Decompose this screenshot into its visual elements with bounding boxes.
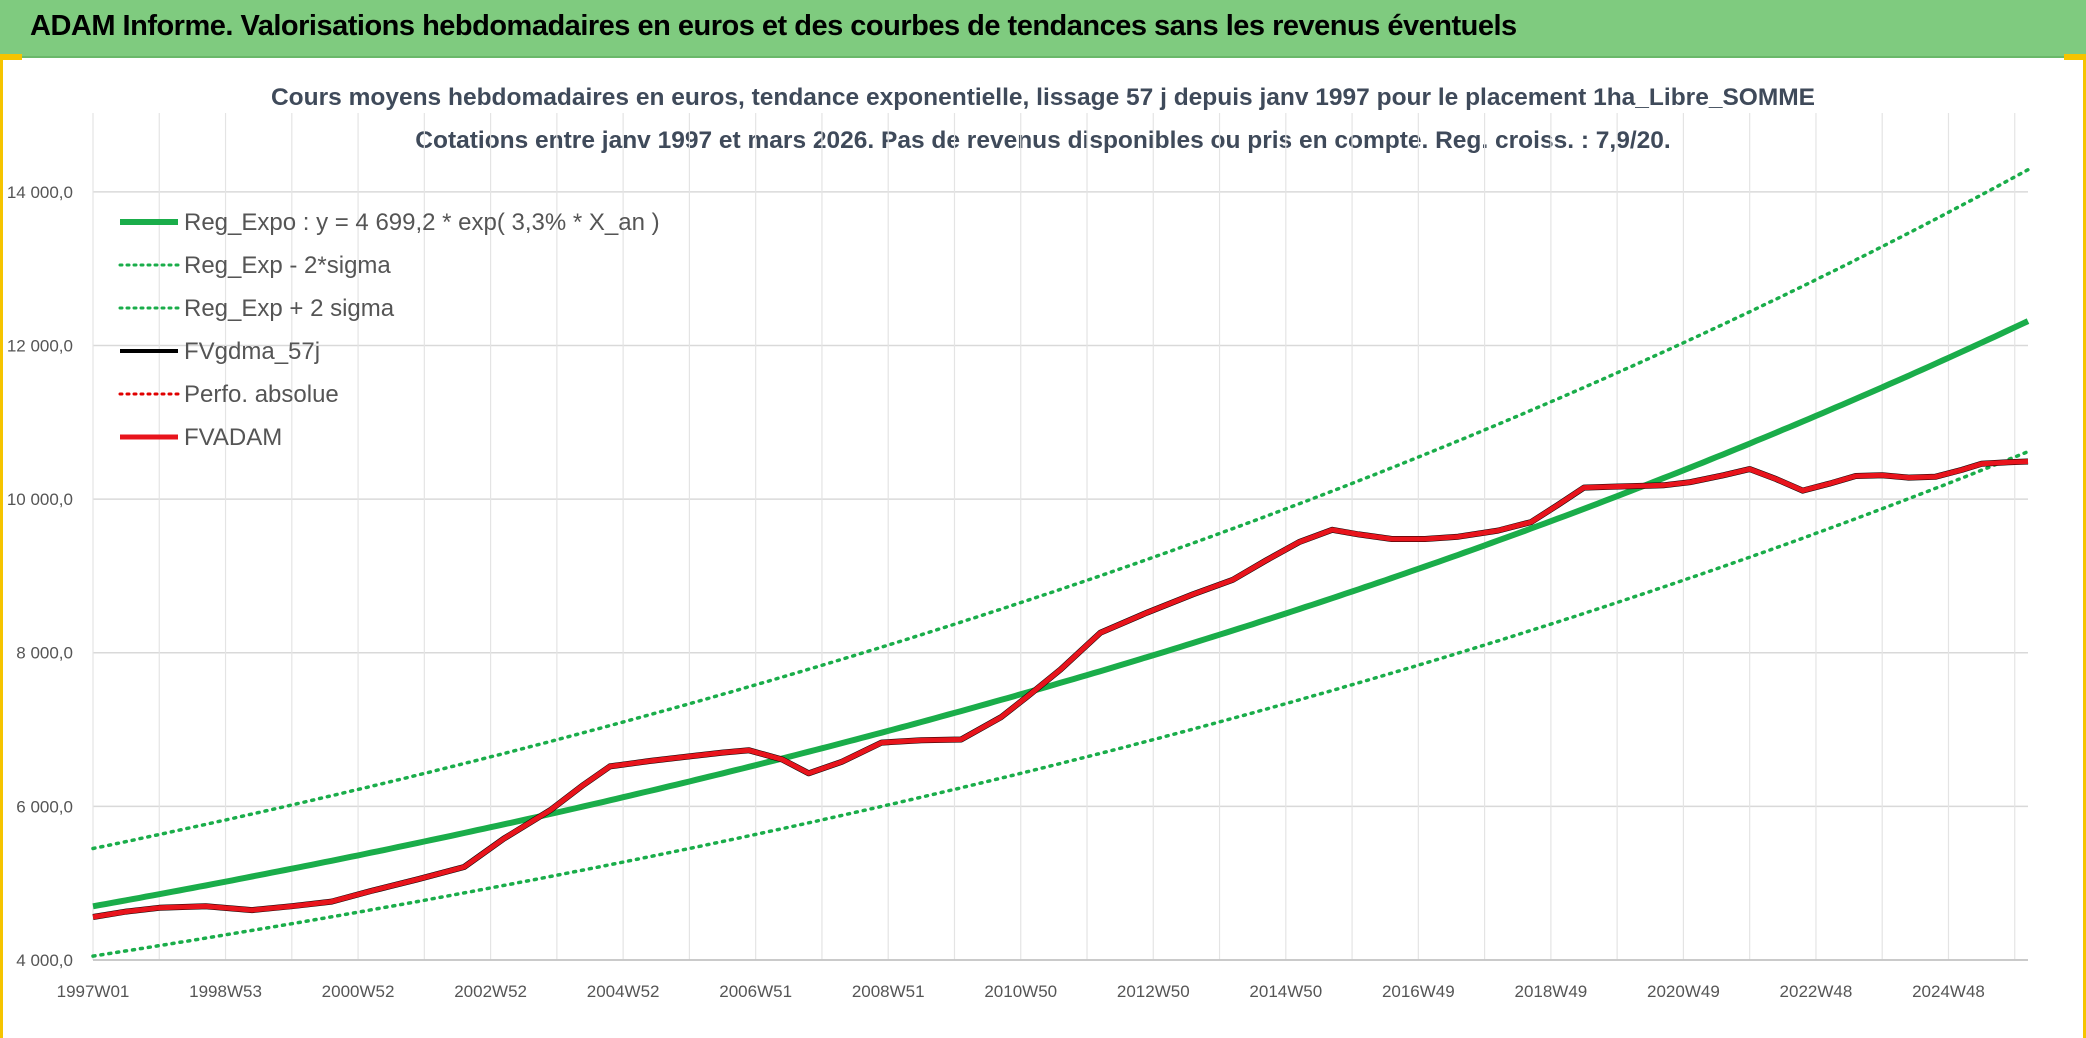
- series-reg-exp-minus-2sigma: [91, 449, 2030, 958]
- header-bar: ADAM Informe. Valorisations hebdomadaire…: [0, 0, 2086, 58]
- y-axis: 4 000,0 6 000,0 8 000,0 10 000,0 12 000,0 14 …: [7, 183, 73, 970]
- y-tick-label: 6 000,0: [16, 797, 73, 816]
- x-tick-label: 2022W48: [1780, 982, 1853, 1001]
- x-tick-label: 2002W52: [454, 982, 527, 1001]
- series-reg-expo: [92, 318, 2030, 910]
- y-tick-label: 14 000,0: [7, 183, 73, 202]
- right-corner-mark: [2064, 54, 2086, 60]
- x-tick-label: 2018W49: [1514, 982, 1587, 1001]
- y-tick-label: 4 000,0: [16, 951, 73, 970]
- x-tick-label: 1998W53: [189, 982, 262, 1001]
- x-tick-label: 1997W01: [57, 982, 130, 1001]
- y-tick-label: 8 000,0: [16, 644, 73, 663]
- x-tick-label: 2012W50: [1117, 982, 1190, 1001]
- series-lines: [91, 167, 2030, 958]
- x-tick-label: 2010W50: [984, 982, 1057, 1001]
- x-tick-label: 2020W49: [1647, 982, 1720, 1001]
- series-reg-exp-plus-2sigma: [91, 167, 2030, 851]
- x-tick-label: 2006W51: [719, 982, 792, 1001]
- chart-frame: [0, 56, 2086, 1038]
- legend-label: Reg_Expo : y = 4 699,2 * exp( 3,3% * X_a…: [184, 209, 660, 236]
- y-tick-label: 12 000,0: [7, 336, 73, 355]
- y-tick-label: 10 000,0: [7, 490, 73, 509]
- chart-title-line-2: Cotations entre janv 1997 et mars 2026. …: [415, 127, 1671, 154]
- x-tick-label: 2000W52: [322, 982, 395, 1001]
- x-tick-label: 2016W49: [1382, 982, 1455, 1001]
- legend-label: FVgdma_57j: [184, 338, 320, 365]
- report-title: ADAM Informe. Valorisations hebdomadaire…: [30, 10, 1517, 42]
- legend-label: Reg_Exp - 2*sigma: [184, 252, 391, 279]
- x-tick-label: 2004W52: [587, 982, 660, 1001]
- x-tick-label: 2024W48: [1912, 982, 1985, 1001]
- grid: [92, 113, 2028, 961]
- x-tick-label: 2014W50: [1249, 982, 1322, 1001]
- chart-title-line-1: Cours moyens hebdomadaires en euros, ten…: [270, 84, 1815, 111]
- x-axis: 1997W01 1998W53 2000W52 2002W52 2004W52 2006W…: [57, 982, 1985, 1001]
- legend-label: FVADAM: [184, 424, 282, 451]
- legend-label: Perfo. absolue: [184, 381, 339, 408]
- series-fvadam: [92, 459, 2029, 920]
- x-tick-label: 2008W51: [852, 982, 925, 1001]
- legend: Reg_Expo : y = 4 699,2 * exp( 3,3% * X_a…: [118, 209, 660, 451]
- legend-label: Reg_Exp + 2 sigma: [184, 295, 395, 322]
- left-corner-mark: [0, 54, 22, 60]
